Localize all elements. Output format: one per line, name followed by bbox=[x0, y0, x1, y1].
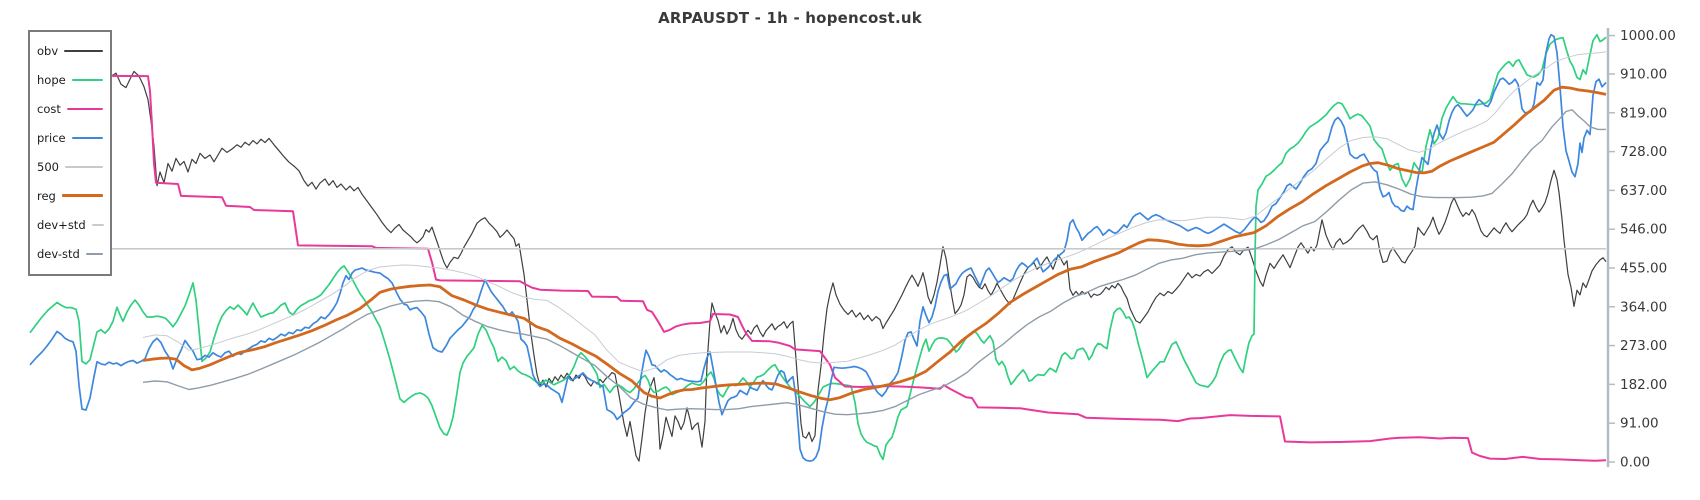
page-title: ARPAUSDT - 1h - hopencost.uk bbox=[658, 9, 922, 27]
legend-item-label: dev-std bbox=[37, 246, 80, 261]
legend-swatch-line bbox=[91, 223, 104, 226]
legend-swatch-line bbox=[66, 107, 103, 110]
y-tick-label: 273.00 bbox=[1620, 338, 1667, 354]
legend-swatch-line bbox=[64, 49, 103, 52]
legend-item-label: cost bbox=[37, 101, 61, 116]
legend-item-dev-std: dev-std bbox=[37, 239, 103, 268]
series-line-dev-std bbox=[142, 109, 1606, 416]
legend-item-price: price bbox=[37, 123, 103, 152]
y-tick-label: 364.00 bbox=[1620, 299, 1667, 315]
legend-item-label: hope bbox=[37, 72, 66, 87]
legend-item-label: obv bbox=[37, 43, 59, 58]
y-tick-label: 455.00 bbox=[1620, 260, 1667, 276]
legend-item-hope: hope bbox=[37, 65, 103, 94]
legend-item-obv: obv bbox=[37, 36, 103, 65]
legend-item-cost: cost bbox=[37, 94, 103, 123]
legend-item-500: 500 bbox=[37, 152, 103, 181]
series-line-price bbox=[29, 33, 1607, 462]
y-tick-label: 0.00 bbox=[1620, 455, 1650, 471]
series-line-reg bbox=[142, 85, 1607, 402]
legend-swatch-line bbox=[71, 136, 103, 139]
y-tick-label: 1000.00 bbox=[1620, 28, 1676, 44]
series-line-cost bbox=[45, 30, 1607, 462]
series-line-hope bbox=[29, 33, 1607, 461]
legend-swatch-line bbox=[71, 78, 103, 81]
legend: obv hope cost price 500 reg dev+std dev-… bbox=[28, 30, 112, 276]
legend-item-label: 500 bbox=[37, 159, 59, 174]
legend-item-label: dev+std bbox=[37, 217, 86, 232]
series-line-dev+std bbox=[142, 51, 1607, 373]
y-tick-label: 546.00 bbox=[1620, 222, 1667, 238]
legend-swatch-line bbox=[85, 252, 103, 255]
legend-swatch-line bbox=[64, 165, 103, 168]
legend-item-label: reg bbox=[37, 188, 56, 203]
legend-swatch-line bbox=[61, 194, 103, 197]
series-line-obv bbox=[111, 70, 1607, 462]
legend-item-label: price bbox=[37, 130, 66, 145]
legend-item-dev+std: dev+std bbox=[37, 210, 104, 239]
y-tick-label: 728.00 bbox=[1620, 144, 1667, 160]
y-tick-label: 819.00 bbox=[1620, 105, 1667, 121]
y-tick-label: 910.00 bbox=[1620, 66, 1667, 82]
y-tick-label: 182.00 bbox=[1620, 377, 1667, 393]
legend-item-reg: reg bbox=[37, 181, 103, 210]
y-tick-label: 91.00 bbox=[1620, 416, 1659, 432]
y-tick-label: 637.00 bbox=[1620, 183, 1667, 199]
